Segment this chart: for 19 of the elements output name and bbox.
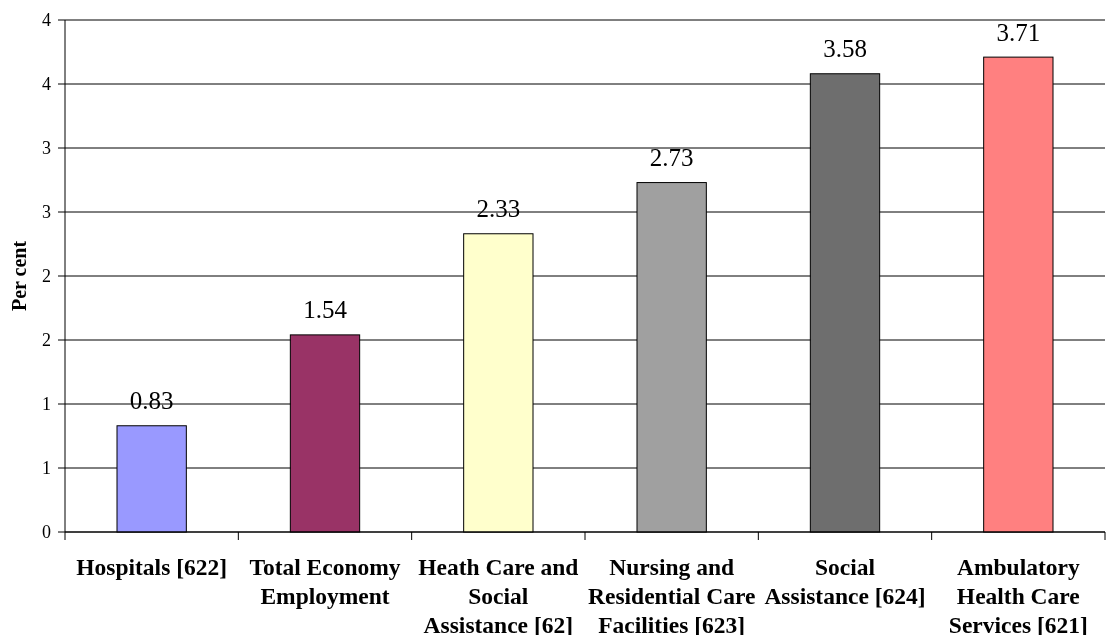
y-tick-label: 4 <box>42 74 51 94</box>
y-tick-label: 1 <box>42 458 51 478</box>
y-tick-label: 3 <box>42 138 51 158</box>
x-tick-label: Hospitals [622] <box>76 554 228 580</box>
y-tick-label: 2 <box>42 266 51 286</box>
data-label: 0.83 <box>129 387 174 415</box>
y-tick-label: 0 <box>42 522 51 542</box>
data-label: 1.54 <box>303 296 348 324</box>
data-label: 3.71 <box>996 18 1041 46</box>
y-tick-label: 3 <box>42 202 51 222</box>
y-axis-title: Per cent <box>8 240 30 312</box>
x-tick-label: Total Economy Employment <box>249 554 401 609</box>
y-tick-label: 1 <box>42 394 51 414</box>
y-tick-label: 2 <box>42 330 51 350</box>
data-label: 2.33 <box>476 195 521 223</box>
data-label: 2.73 <box>649 144 694 172</box>
x-tick-label: Social Assistance [624] <box>764 554 926 609</box>
y-tick-label: 4 <box>42 10 51 30</box>
data-label: 3.58 <box>823 35 867 63</box>
